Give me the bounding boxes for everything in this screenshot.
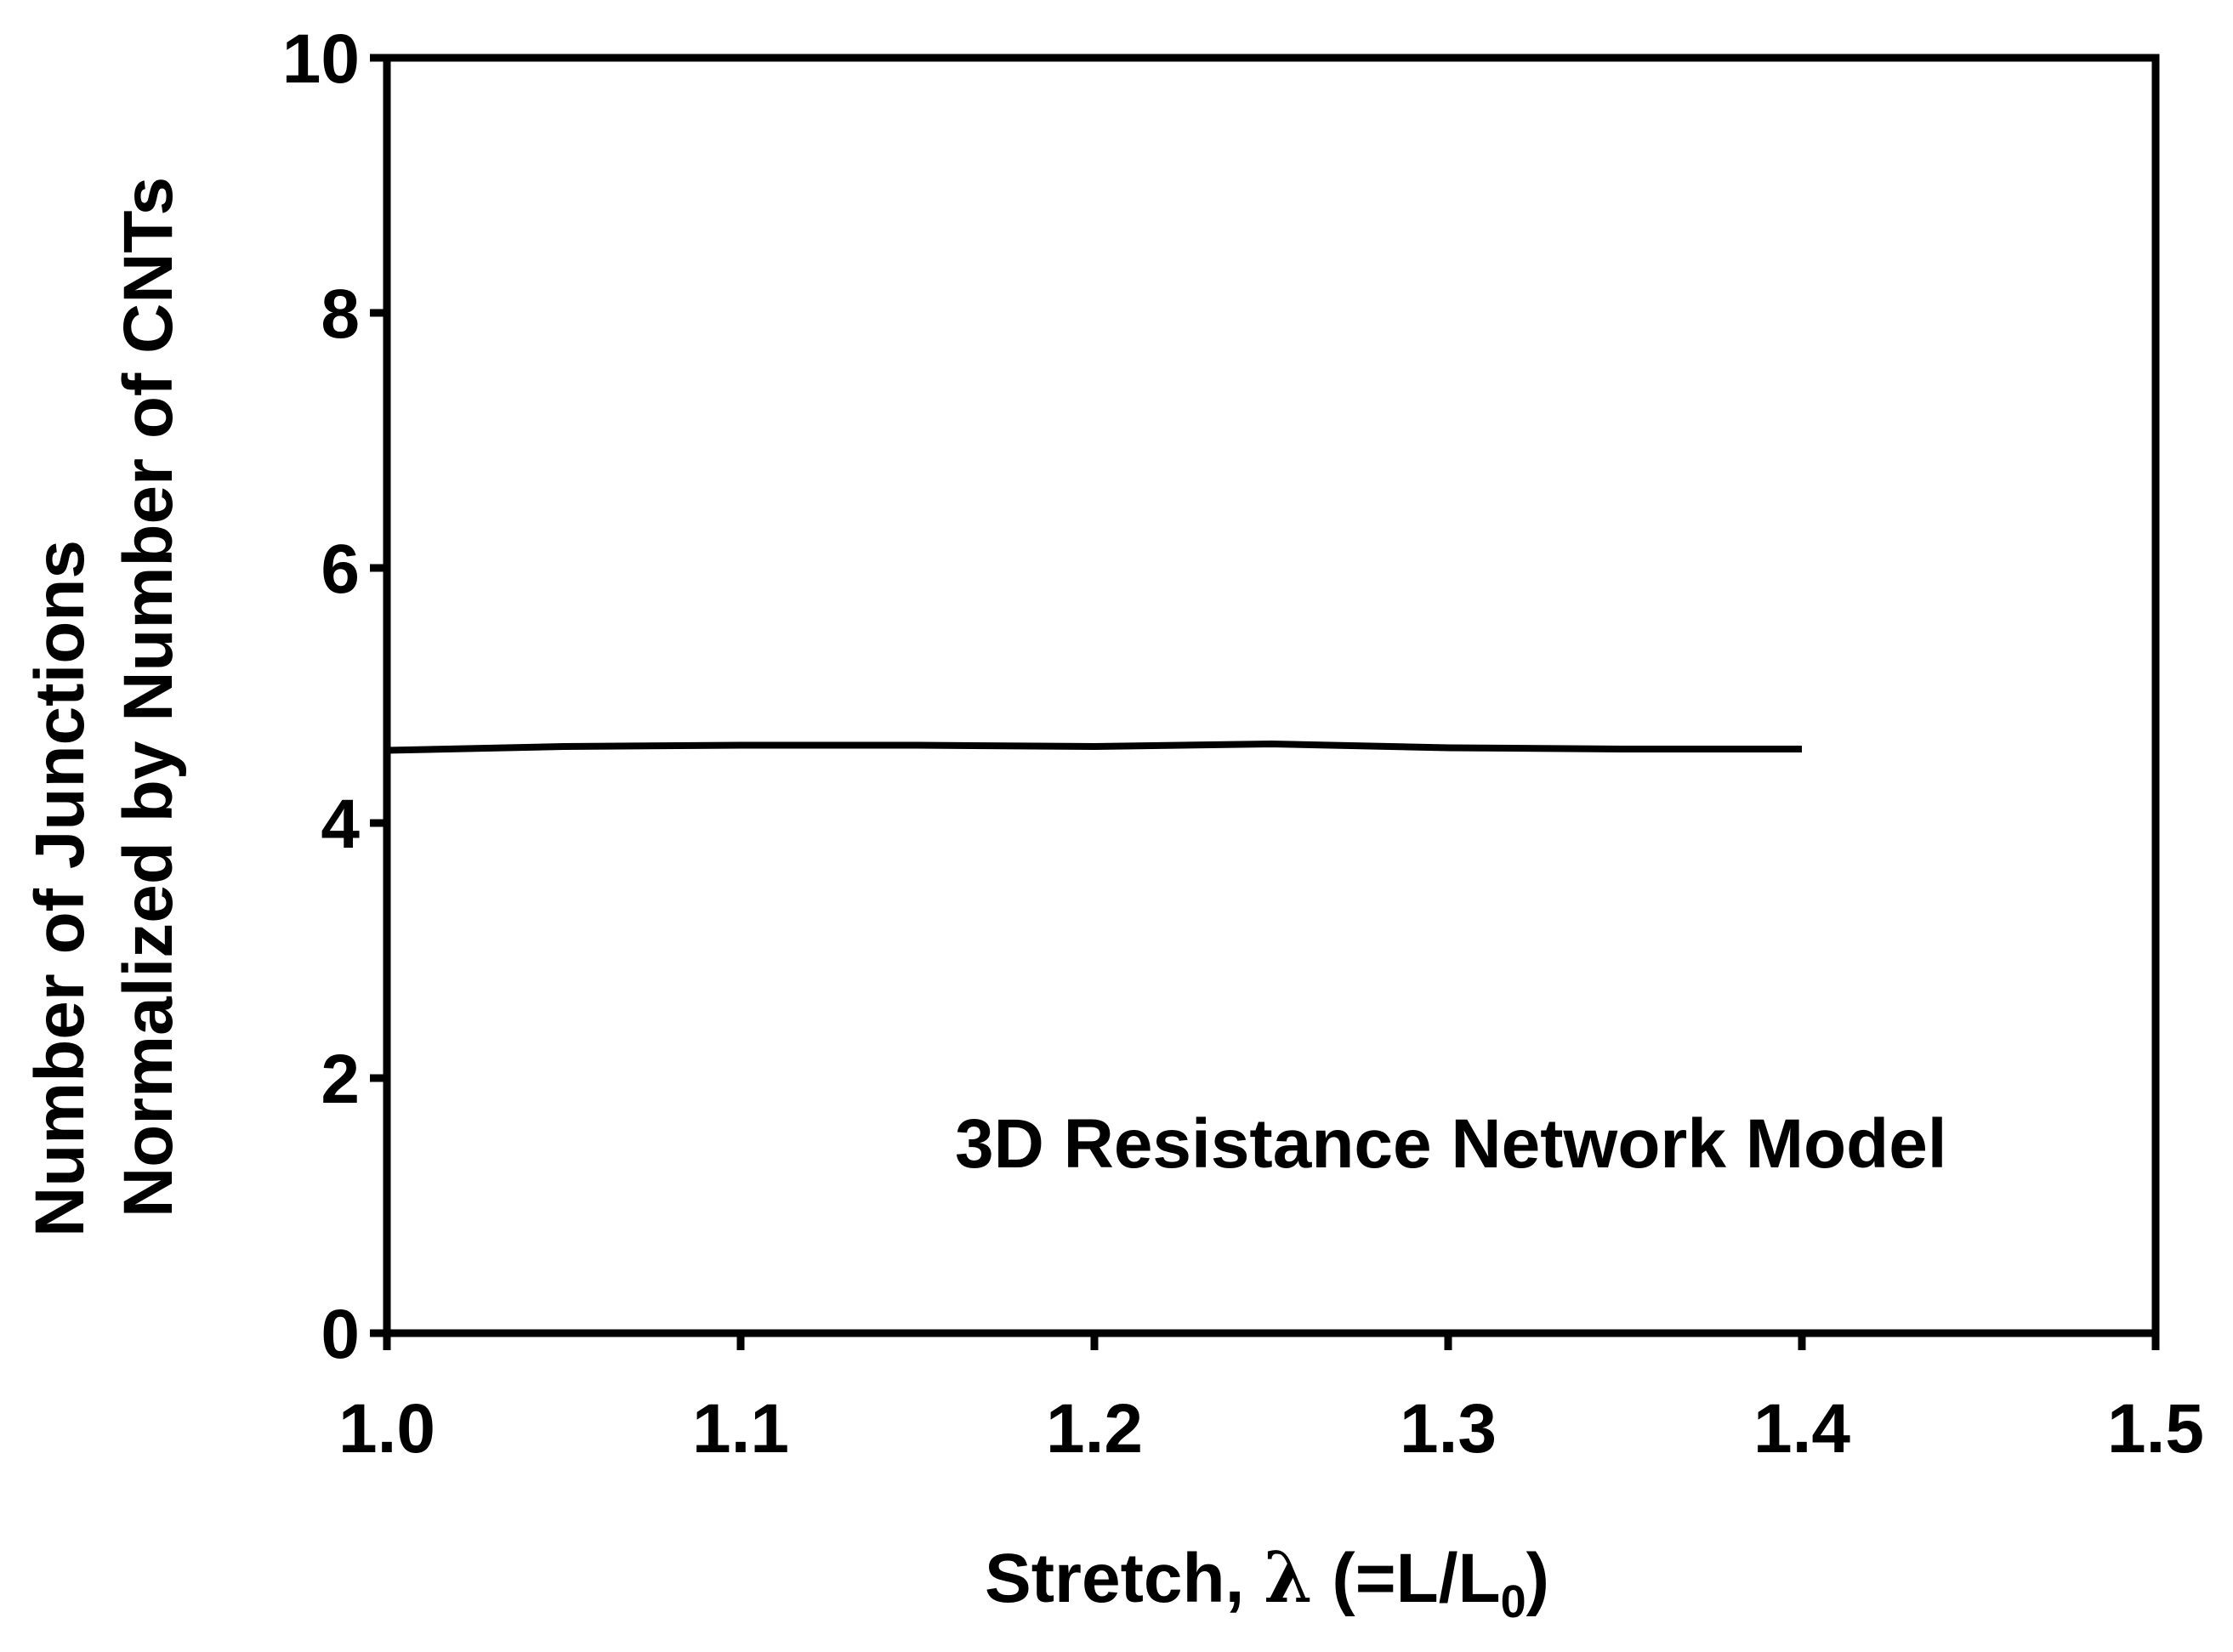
- y-tick-label: 2: [321, 1041, 360, 1118]
- plot-frame: [383, 54, 2160, 1337]
- x-axis-label-subscript: 0: [1501, 1576, 1526, 1627]
- axis-ticks: [370, 54, 2160, 1350]
- x-axis-label-mid: (=L/L: [1313, 1540, 1501, 1617]
- annotation-label: 3D Resistance Network Model: [955, 1105, 1947, 1183]
- x-tick-label: 1.1: [692, 1390, 789, 1467]
- x-tick-label: 1.0: [338, 1390, 435, 1467]
- series-line: [386, 741, 1802, 754]
- y-tick-label: 8: [321, 275, 360, 353]
- tick-labels: 0 2 4 6 8 10 1.0 1.1 1.2 1.3 1.4 1.5: [282, 20, 2204, 1467]
- series-group: [386, 741, 1802, 754]
- y-axis-label-line1: Number of Junctions: [21, 540, 99, 1237]
- x-axis-label-symbol: λ: [1264, 1537, 1313, 1619]
- x-axis-label: Stretch, λ (=L/L0): [985, 1537, 1549, 1627]
- x-tick-label: 1.5: [2107, 1390, 2204, 1467]
- y-tick-label: 4: [321, 786, 360, 863]
- y-tick-label: 6: [321, 531, 360, 608]
- x-tick-label: 1.2: [1046, 1390, 1143, 1467]
- y-tick-label: 0: [321, 1296, 360, 1373]
- x-tick-label: 1.3: [1400, 1390, 1497, 1467]
- x-tick-label: 1.4: [1753, 1390, 1850, 1467]
- x-axis-label-suffix: ): [1526, 1540, 1549, 1617]
- y-axis-label-line2: Normalized by Number of CNTs: [110, 177, 187, 1218]
- x-axis-label-prefix: Stretch,: [985, 1540, 1264, 1617]
- y-tick-label: 10: [282, 20, 360, 98]
